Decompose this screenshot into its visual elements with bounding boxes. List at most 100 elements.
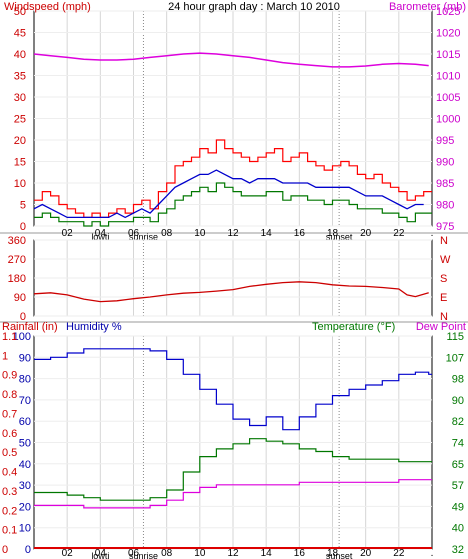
y-tick-windspeed: 30 [14, 92, 26, 104]
y-tick-humidity: 20 [19, 501, 31, 513]
y-tick-windspeed: 10 [14, 178, 26, 190]
y-tick-humidity: 70 [19, 395, 31, 407]
x-tick-label: . [431, 228, 434, 239]
lowtide-label: lowti [91, 551, 109, 559]
y-tick-temperature: 98 [452, 374, 464, 386]
sunset-label: sunset [326, 232, 353, 242]
sunset-label: sunset [326, 551, 353, 559]
y-tick-humidity: 100 [13, 331, 31, 343]
y-tick-windspeed: 5 [20, 200, 26, 212]
y-tick-rainfall: 0.8 [2, 389, 17, 401]
x-tick-label: 02 [62, 228, 74, 239]
y-tick-direction: 270 [8, 254, 26, 266]
x-tick-label: 08 [161, 548, 173, 559]
y-tick-temperature: 57 [452, 480, 464, 492]
y-tick-compass: N [440, 311, 448, 323]
y-tick-temperature: 115 [446, 331, 464, 343]
y-tick-direction: 180 [8, 273, 26, 285]
x-tick-label: 10 [194, 548, 206, 559]
y-tick-temperature: 90 [452, 395, 464, 407]
humidity-axis-label: Humidity % [66, 321, 122, 333]
y-tick-temperature: 74 [452, 438, 464, 450]
y-tick-barometer: 995 [436, 135, 454, 147]
x-tick-label: 22 [393, 228, 405, 239]
y-tick-humidity: 90 [19, 352, 31, 364]
dewpoint-series [34, 479, 432, 509]
y-tick-windspeed: 40 [14, 49, 26, 61]
x-tick-label: 08 [161, 228, 173, 239]
y-tick-humidity: 0 [25, 544, 31, 556]
y-tick-barometer: 1025 [436, 6, 460, 18]
y-tick-temperature: 32 [452, 544, 464, 556]
y-tick-barometer: 1015 [436, 49, 460, 61]
y-tick-windspeed: 50 [14, 6, 26, 18]
y-tick-rainfall: 0.5 [2, 447, 17, 459]
y-tick-direction: 360 [8, 235, 26, 247]
y-tick-barometer: 990 [436, 157, 454, 169]
x-tick-label: 04 [95, 548, 107, 559]
x-tick-label: 18 [327, 228, 339, 239]
x-tick-label: 04 [95, 228, 107, 239]
y-tick-compass: N [440, 235, 448, 247]
y-tick-windspeed: 15 [14, 157, 26, 169]
y-tick-direction: 0 [20, 311, 26, 323]
barometer-axis-label: Barometer (mb) [389, 1, 466, 13]
x-tick-label: 02 [62, 548, 74, 559]
y-tick-direction: 90 [14, 292, 26, 304]
y-tick-rainfall: 0.2 [2, 505, 17, 517]
x-tick-label: 16 [294, 228, 306, 239]
y-tick-rainfall: 0 [2, 544, 8, 556]
y-tick-temperature: 49 [452, 501, 464, 513]
y-tick-humidity: 10 [19, 523, 31, 535]
lowtide-label: lowti [91, 232, 109, 242]
y-tick-windspeed: 45 [14, 28, 26, 40]
wind-direction-series [33, 281, 429, 303]
x-tick-label: 12 [227, 548, 239, 559]
x-tick-label: 16 [294, 548, 306, 559]
windspeed-min-series [34, 182, 432, 227]
windgust-series [34, 139, 432, 218]
x-tick-label: 18 [327, 548, 339, 559]
x-tick-label: 14 [261, 228, 273, 239]
temperature-series [34, 438, 432, 501]
y-tick-barometer: 975 [436, 221, 454, 233]
y-tick-compass: E [440, 292, 447, 304]
rainfall-axis-label: Rainfall (in) [2, 321, 58, 333]
y-tick-humidity: 80 [19, 374, 31, 386]
y-tick-temperature: 107 [446, 352, 464, 364]
x-tick-label: 20 [360, 228, 372, 239]
x-tick-label: 06 [128, 548, 140, 559]
x-tick-label: 10 [194, 228, 206, 239]
y-tick-temperature: 40 [452, 523, 464, 535]
y-tick-temperature: 65 [452, 459, 464, 471]
x-tick-label: 06 [128, 228, 140, 239]
windspeed-axis-label: Windspeed (mph) [4, 1, 91, 13]
x-tick-label: . [431, 548, 434, 559]
y-tick-barometer: 1005 [436, 92, 460, 104]
y-tick-windspeed: 0 [20, 221, 26, 233]
y-tick-barometer: 985 [436, 178, 454, 190]
y-tick-humidity: 40 [19, 459, 31, 471]
y-tick-barometer: 980 [436, 200, 454, 212]
y-tick-barometer: 1020 [436, 28, 460, 40]
x-tick-label: 14 [261, 548, 273, 559]
y-tick-compass: S [440, 273, 447, 285]
barometer-series [33, 52, 429, 68]
y-tick-rainfall: 0.7 [2, 408, 17, 420]
y-tick-windspeed: 25 [14, 114, 26, 126]
x-tick-label: 22 [393, 548, 405, 559]
y-tick-compass: W [440, 254, 451, 266]
y-tick-windspeed: 35 [14, 71, 26, 83]
y-tick-barometer: 1000 [436, 114, 460, 126]
windspeed-avg-series [33, 169, 424, 219]
x-tick-label: 12 [227, 228, 239, 239]
y-tick-rainfall: 0.1 [2, 525, 17, 537]
y-tick-rainfall: 0.3 [2, 486, 17, 498]
y-tick-rainfall: 0.9 [2, 370, 17, 382]
y-tick-rainfall: 1.1 [2, 331, 17, 343]
y-tick-rainfall: 0.6 [2, 428, 17, 440]
y-tick-humidity: 30 [19, 480, 31, 492]
sunrise-label: sunrise [129, 551, 158, 559]
